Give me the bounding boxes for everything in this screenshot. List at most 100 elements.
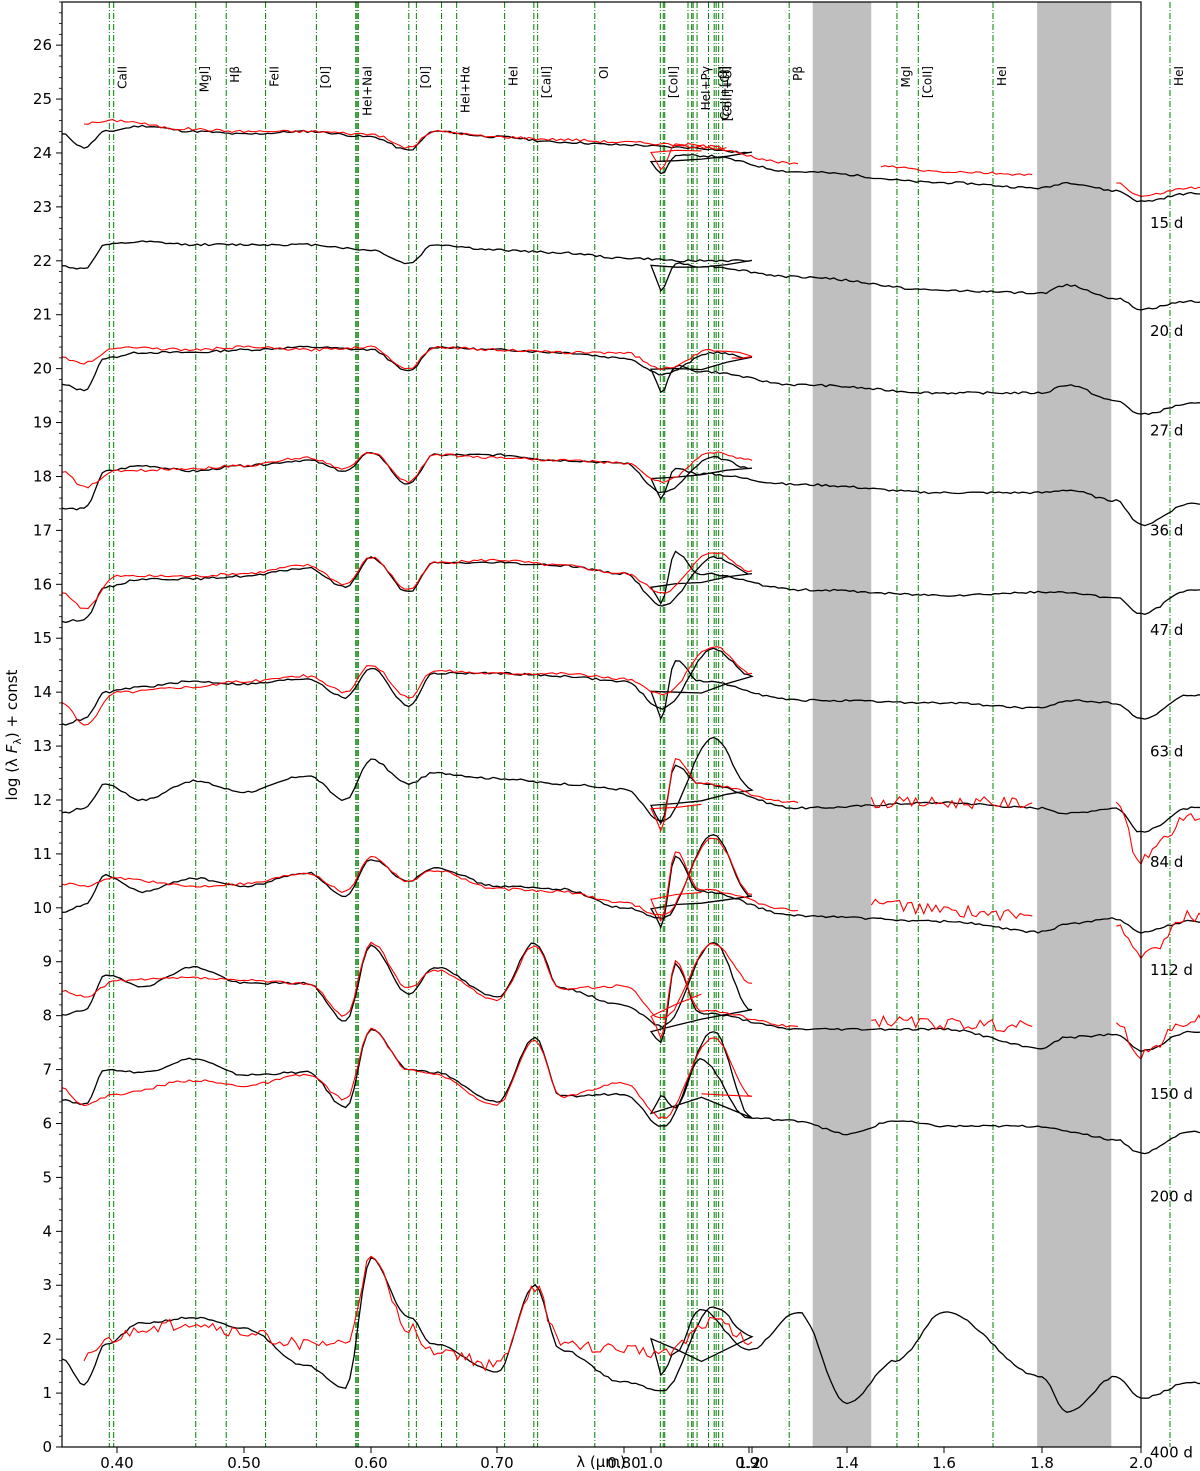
x-tick-label-0.90: 0.90 [735,1454,768,1471]
line-id-label-13: [CoII] [667,66,681,98]
observed-spectrum-112d-seg3 [1116,909,1200,960]
observed-spectrum-200d-seg0 [61,1027,753,1119]
x-tick-label-2.0: 2.0 [1129,1454,1153,1471]
y-tick-label-4: 4 [42,1222,52,1240]
line-id-label-15: OI [716,66,730,79]
model-spectrum-84d [61,736,1200,833]
y-tick-label-0: 0 [42,1438,52,1456]
x-tick-label-0.60: 0.60 [354,1454,387,1471]
y-tick-label-3: 3 [42,1276,52,1294]
x-tick-label-1.0: 1.0 [639,1454,663,1471]
model-spectrum-63d [61,647,1200,726]
line-id-label-1: MgI] [198,66,212,92]
x-tick-label-0.70: 0.70 [480,1454,513,1471]
epoch-label-20d: 20 d [1150,322,1183,340]
y-tick-label-7: 7 [42,1061,52,1079]
y-tick-label-6: 6 [42,1114,52,1132]
observed-spectrum-27d-seg0 [61,345,753,371]
line-id-label-0: CaII [116,66,130,89]
y-tick-label-21: 21 [33,306,52,324]
y-tick-label-9: 9 [42,953,52,971]
x-axis: 0.40 0.50 0.60 0.70 0.80 0.90 1.0 1.2 1.4 1.6 1.8 2… [100,1447,1153,1471]
line-id-label-7: HeI+Hα [459,66,473,113]
line-id-label-17: MgI [899,66,913,88]
y-tick-label-25: 25 [33,90,52,108]
model-spectrum-36d [61,452,1200,527]
y-tick-label-23: 23 [33,198,52,216]
observed-spectrum-150d-seg0 [61,941,753,1019]
model-spectrum-200d [61,1028,1200,1155]
epoch-label-400d: 400 d [1150,1443,1193,1461]
line-id-label-2: Hβ [228,66,242,83]
x-tick-label-1.8: 1.8 [1030,1454,1054,1471]
y-tick-label-20: 20 [33,360,52,378]
epoch-label-112d: 112 d [1150,961,1193,979]
epoch-label-84d: 84 d [1150,853,1183,871]
epoch-label-47d: 47 d [1150,621,1183,639]
epoch-labels: 15 d 20 d 27 d 36 d 47 d 63 d 84 d 112 d 150 d 20… [1150,214,1193,1461]
spectra-series [61,119,1200,1413]
epoch-label-15d: 15 d [1150,214,1183,232]
line-id-label-16: Pβ [791,66,805,81]
line-id-label-10: OI [597,66,611,79]
observed-spectrum-15d-seg0 [83,119,727,150]
model-spectrum-27d [61,345,1200,416]
line-id-label-3: FeII [268,66,282,87]
epoch-label-150d: 150 d [1150,1085,1193,1103]
y-tick-label-24: 24 [33,144,52,162]
observed-spectrum-112d-seg0 [61,837,753,916]
model-spectrum-20d [61,240,1200,311]
y-tick-label-17: 17 [33,521,52,539]
line-id-label-6: [OI] [418,66,432,88]
y-tick-label-15: 15 [33,629,52,647]
y-tick-label-19: 19 [33,414,52,432]
observed-spectrum-150d-seg1 [650,959,799,1040]
y-tick-label-22: 22 [33,252,52,270]
line-id-label-19: HeI [995,66,1009,86]
observed-spectrum-15d-seg2 [880,165,1033,176]
line-id-label-18: [CoII] [920,66,934,98]
x-tick-label-0.40: 0.40 [100,1454,133,1471]
y-tick-label-2: 2 [42,1330,52,1348]
model-spectrum-400d [61,1256,1200,1413]
observed-spectrum-150d-seg2 [871,1014,1033,1033]
y-tick-label-18: 18 [33,467,52,485]
observed-spectrum-84d-seg2 [1115,801,1200,866]
epoch-label-200d: 200 d [1150,1187,1193,1205]
observed-spectrum-400d-seg0 [83,1255,753,1372]
x-tick-label-0.80: 0.80 [607,1454,640,1471]
y-tick-label-5: 5 [42,1168,52,1186]
line-id-label-11: CaII+[CI] [718,66,732,120]
observed-spectrum-84d-seg1 [870,795,1033,810]
line-id-label-9: [CaII] [540,66,554,98]
y-tick-label-11: 11 [33,845,52,863]
y-tick-label-16: 16 [33,575,52,593]
observed-spectrum-47d-seg0 [61,552,753,610]
line-id-label-5: HeI+NaI [360,66,374,116]
line-id-label-20: HeI [1172,66,1186,86]
y-axis: 0123456789101112131415161718192021222324… [33,1,62,1456]
observed-spectrum-15d-seg1 [650,143,799,171]
observed-spectrum-112d-seg2 [870,898,1033,922]
y-tick-label-8: 8 [42,1007,52,1025]
shaded-bands [812,2,1112,1447]
y-tick-label-14: 14 [33,683,52,701]
observed-spectrum-63d-seg0 [61,646,753,726]
line-id-label-14: HeI+Pγ [699,66,713,110]
model-spectrum-47d [61,550,1200,624]
y-tick-label-13: 13 [33,737,52,755]
observed-spectrum-15d-seg3 [1116,182,1200,197]
shaded-band-1 [1037,2,1112,1447]
y-tick-label-26: 26 [33,36,52,54]
x-tick-label-1.2: 1.2 [737,1454,761,1471]
observed-spectrum-150d-seg3 [1115,1014,1200,1060]
line-id-label-4: [OI] [318,66,332,88]
x-tick-label-1.6: 1.6 [932,1454,956,1471]
x-tick-label-1.4: 1.4 [835,1454,859,1471]
y-tick-label-1: 1 [42,1384,52,1402]
model-spectrum-15d [61,124,1200,203]
y-tick-label-10: 10 [33,899,52,917]
observed-spectrum-112d-seg1 [650,851,799,923]
shaded-band-0 [812,2,872,1447]
